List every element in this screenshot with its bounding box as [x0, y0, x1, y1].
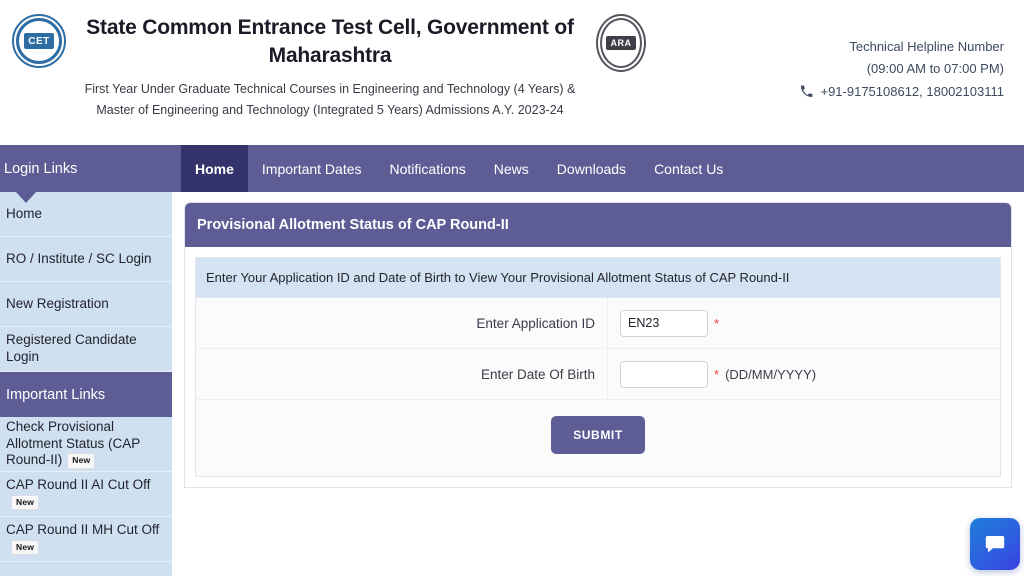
sidebar-caret-icon: [16, 192, 36, 203]
phone-icon: [800, 83, 813, 105]
sidebar-item-label: Check Provisional Allotment Status (CAP …: [6, 418, 141, 468]
sidebar-item-ro-institute-sc-login[interactable]: RO / Institute / SC Login: [0, 237, 172, 282]
panel-body: Enter Your Application ID and Date of Bi…: [185, 247, 1011, 487]
form-instruction: Enter Your Application ID and Date of Bi…: [196, 258, 1000, 298]
application-id-label: Enter Application ID: [196, 298, 608, 348]
nav-item-important-dates[interactable]: Important Dates: [261, 160, 362, 177]
helpline-hours: (09:00 AM to 07:00 PM): [866, 61, 1004, 77]
sidebar-header-important-links-label: Important Links: [6, 386, 106, 403]
ara-logo-text: ARA: [606, 36, 636, 50]
cet-logo-ring: CET: [16, 18, 62, 64]
date-of-birth-input[interactable]: [620, 360, 708, 388]
page-body: Home RO / Institute / SC Login New Regis…: [0, 192, 1024, 576]
page-header: CET State Common Entrance Test Cell, Gov…: [0, 0, 1024, 145]
main-content: Provisional Allotment Status of CAP Roun…: [172, 192, 1024, 576]
date-of-birth-field-group: * (DD/MM/YYYY): [608, 360, 1000, 388]
ara-logo-icon: ARA: [596, 14, 646, 72]
nav-item-contact-us[interactable]: Contact Us: [654, 160, 724, 177]
helpline-block: Technical Helpline Number (09:00 AM to 0…: [800, 36, 1004, 105]
helpline-numbers: +91-9175108612, 18002103111: [820, 83, 1004, 99]
sidebar-item-check-provisional-allotment-status[interactable]: Check Provisional Allotment Status (CAP …: [0, 417, 172, 472]
nav-item-downloads[interactable]: Downloads: [556, 160, 627, 177]
header-title-block: State Common Entrance Test Cell, Governm…: [72, 14, 588, 120]
main-navigation-bar: Login Links Home Important Dates Notific…: [0, 145, 1024, 192]
new-badge: New: [67, 452, 96, 469]
submit-row: SUBMIT: [196, 400, 1000, 476]
date-format-hint: (DD/MM/YYYY): [725, 366, 817, 382]
cet-logo-icon: CET: [12, 14, 66, 68]
nav-items-group: Home Important Dates Notifications News …: [181, 145, 737, 192]
submit-button[interactable]: SUBMIT: [551, 416, 645, 454]
allotment-status-panel: Provisional Allotment Status of CAP Roun…: [184, 202, 1012, 488]
sidebar-item-cap-round-ii-ai-cut-off[interactable]: CAP Round II AI Cut OffNew: [0, 472, 172, 517]
sidebar-item-cap-round-ii-mh-cut-off[interactable]: CAP Round II MH Cut OffNew: [0, 517, 172, 562]
sidebar-header-login-links: Login Links: [0, 145, 181, 192]
panel-title: Provisional Allotment Status of CAP Roun…: [185, 203, 1011, 247]
page-title: State Common Entrance Test Cell, Governm…: [86, 16, 574, 67]
sidebar-item-label: CAP Round II AI Cut Off: [6, 477, 151, 493]
ara-logo-ring: ARA: [600, 18, 642, 68]
helpline-label: Technical Helpline Number: [849, 39, 1004, 54]
form-row-application-id: Enter Application ID *: [196, 298, 1000, 349]
chat-bubble-icon: [985, 536, 1005, 553]
nav-item-news[interactable]: News: [493, 160, 529, 177]
sidebar-item-new-registration[interactable]: New Registration: [0, 282, 172, 327]
new-badge: New: [11, 539, 40, 556]
form-container: Enter Your Application ID and Date of Bi…: [195, 257, 1001, 477]
left-sidebar: Home RO / Institute / SC Login New Regis…: [0, 192, 172, 576]
date-of-birth-label: Enter Date Of Birth: [196, 349, 608, 399]
new-badge: New: [11, 494, 40, 511]
chat-widget-button[interactable]: [970, 518, 1020, 570]
cet-logo-text: CET: [24, 33, 54, 49]
required-asterisk: *: [714, 315, 720, 331]
nav-item-notifications[interactable]: Notifications: [389, 160, 466, 177]
nav-item-home[interactable]: Home: [181, 145, 248, 192]
application-id-field-group: *: [608, 309, 1000, 337]
sidebar-item-registered-candidate-login[interactable]: Registered Candidate Login: [0, 327, 172, 372]
sidebar-item-label: CAP Round II MH Cut Off: [6, 522, 160, 538]
required-asterisk: *: [714, 366, 720, 382]
helpline-numbers-row: +91-9175108612, 18002103111: [800, 81, 1004, 105]
form-row-date-of-birth: Enter Date Of Birth * (DD/MM/YYYY): [196, 349, 1000, 400]
application-id-input[interactable]: [620, 309, 708, 337]
page-subtitle: First Year Under Graduate Technical Cour…: [84, 82, 576, 117]
sidebar-header-important-links[interactable]: Important Links: [0, 372, 172, 428]
